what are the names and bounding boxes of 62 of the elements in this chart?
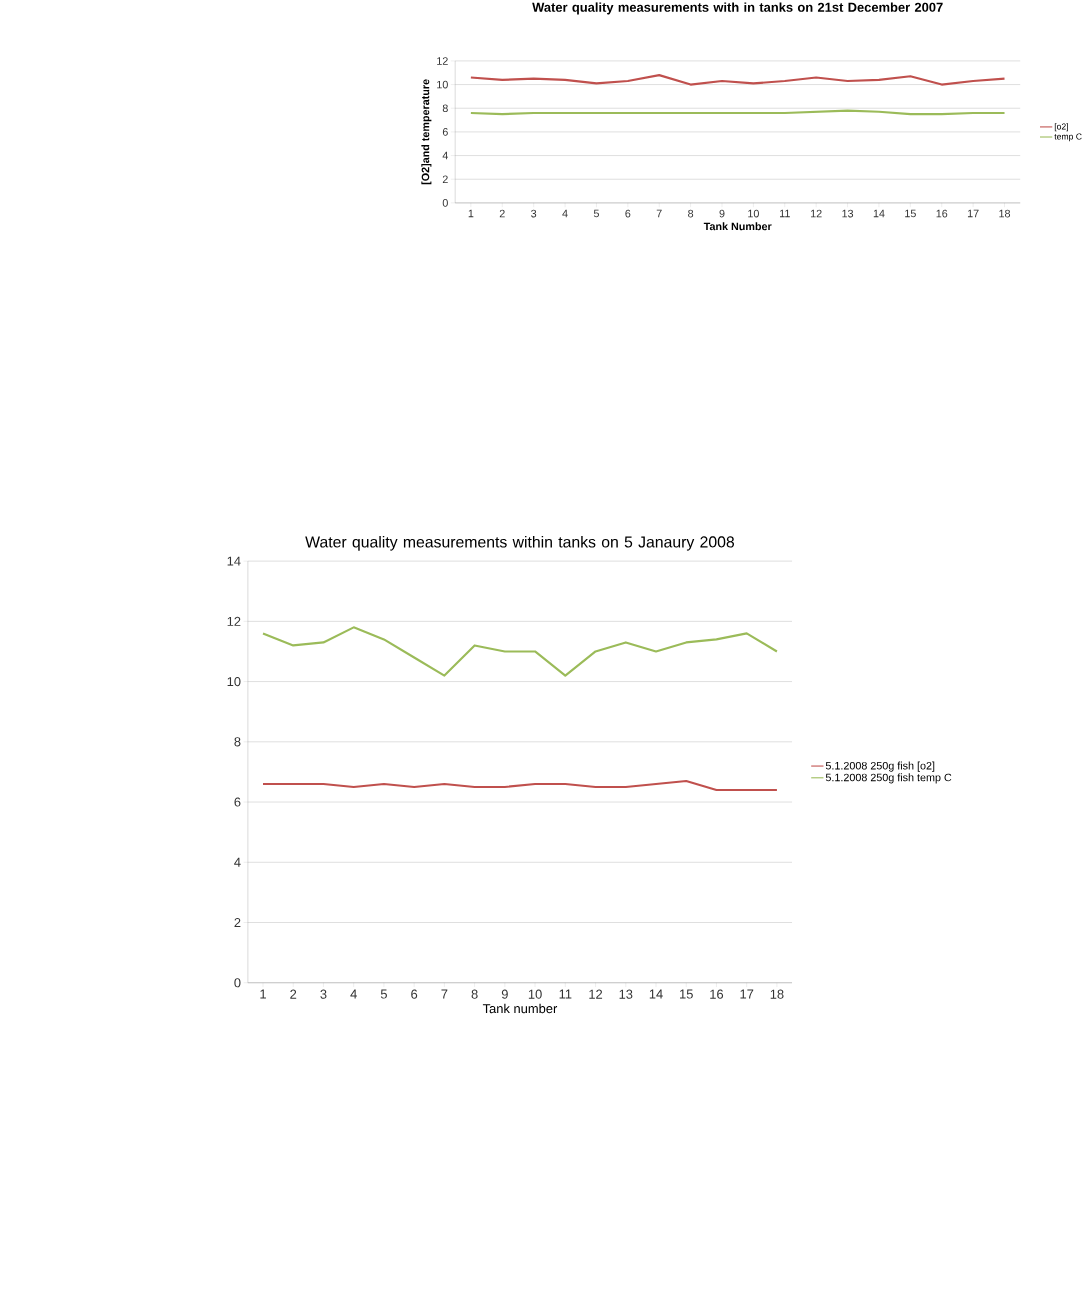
x-tick-label: 17 xyxy=(740,989,754,999)
x-axis-title: Tank Number xyxy=(704,222,772,231)
y-tick-label: 0 xyxy=(442,199,449,207)
y-tick-label: 0 xyxy=(234,978,241,988)
chart-title: Water quality measurements within tanks on 5 Janaury 2008 xyxy=(305,535,735,551)
x-tick-label: 17 xyxy=(968,209,979,218)
x-tick-label: 15 xyxy=(905,209,917,218)
x-tick-label: 4 xyxy=(350,989,358,999)
x-tick-label: 18 xyxy=(770,989,784,999)
x-tick-label: 2 xyxy=(500,209,505,218)
x-tick-label: 3 xyxy=(320,989,327,999)
y-tick-label: 6 xyxy=(234,797,241,807)
y-tick-label: 6 xyxy=(443,128,449,136)
x-tick-label: 4 xyxy=(562,209,568,218)
x-tick-label: 18 xyxy=(999,209,1011,218)
x-tick-label: 15 xyxy=(680,989,694,999)
x-tick-label: 6 xyxy=(411,989,418,999)
x-tick-label: 8 xyxy=(688,209,694,218)
y-tick-label: 8 xyxy=(443,104,449,113)
legend-label: temp C xyxy=(1054,133,1082,142)
y-tick-label: 2 xyxy=(443,175,448,183)
x-tick-label: 5 xyxy=(594,209,600,218)
x-tick-label: 11 xyxy=(559,989,572,999)
y-tick-label: 10 xyxy=(437,80,449,89)
y-tick-label: 10 xyxy=(227,677,241,687)
x-tick-label: 8 xyxy=(471,989,478,999)
y-tick-label: 4 xyxy=(234,857,241,867)
x-tick-label: 2 xyxy=(290,989,297,999)
y-tick-label: 14 xyxy=(227,556,241,566)
x-tick-label: 11 xyxy=(780,209,791,218)
x-tick-label: 10 xyxy=(529,989,542,999)
legend-label: 5.1.2008 250g fish temp C xyxy=(826,773,952,784)
line-series xyxy=(262,626,779,677)
x-tick-label: 6 xyxy=(625,209,631,218)
x-tick-label: 13 xyxy=(842,209,854,218)
legend-label: 5.1.2008 250g fish [o2] xyxy=(826,761,935,772)
x-tick-label: 3 xyxy=(531,209,537,218)
x-tick-label: 12 xyxy=(811,209,822,218)
line-series xyxy=(470,74,1006,86)
x-tick-label: 9 xyxy=(719,209,725,218)
x-tick-label: 10 xyxy=(748,209,760,218)
y-axis-title: [O2]and temperature xyxy=(421,79,432,185)
x-tick-label: 7 xyxy=(656,209,662,218)
x-tick-label: 12 xyxy=(589,989,603,999)
x-tick-label: 14 xyxy=(874,209,885,218)
x-tick-label: 13 xyxy=(619,989,633,999)
x-tick-label: 9 xyxy=(502,989,509,999)
x-tick-label: 16 xyxy=(936,209,948,218)
y-tick-label: 12 xyxy=(437,57,448,65)
y-tick-label: 2 xyxy=(234,917,241,928)
x-tick-label: 7 xyxy=(441,989,448,999)
x-tick-label: 5 xyxy=(381,989,388,999)
legend-label: [o2] xyxy=(1055,123,1069,132)
x-tick-label: 1 xyxy=(260,989,267,999)
x-tick-label: 16 xyxy=(710,989,724,999)
x-axis-title: Tank number xyxy=(483,1003,558,1014)
y-tick-label: 4 xyxy=(442,151,449,160)
x-tick-label: 14 xyxy=(649,989,664,999)
x-tick-label: 1 xyxy=(468,209,474,218)
y-tick-label: 8 xyxy=(234,737,241,747)
y-tick-label: 12 xyxy=(227,616,241,626)
chart-title: Water quality measurements with in tanks on 21st December 2007 xyxy=(532,2,943,15)
